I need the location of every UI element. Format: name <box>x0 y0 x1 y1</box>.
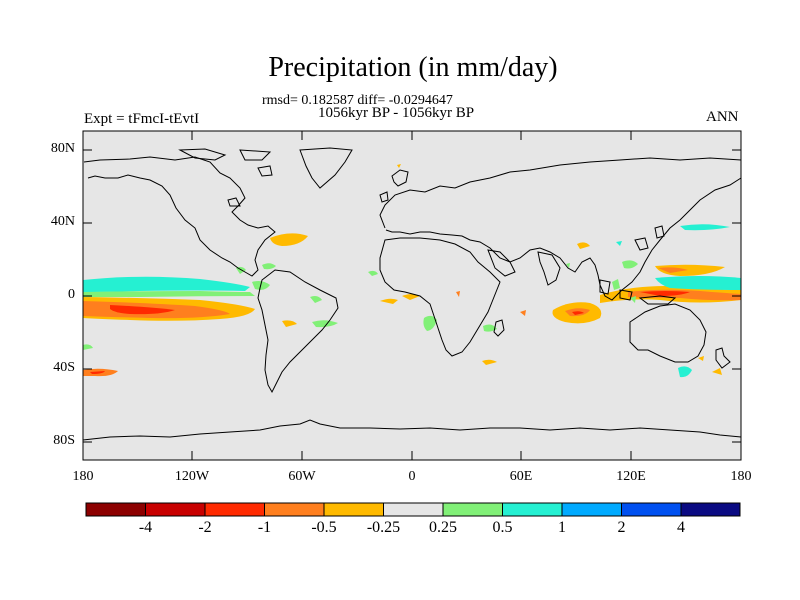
map-title: Precipitation (in mm/day) <box>268 52 558 83</box>
coast-south-america <box>257 269 339 394</box>
colorbar-label: -2 <box>198 519 212 536</box>
anomaly-west-pacific-cyan <box>655 276 741 290</box>
colorbar-label: -1 <box>257 519 272 536</box>
lon-label-60w: 60W <box>288 469 316 484</box>
coast-greenland <box>299 147 353 189</box>
colorbar-label: 2 <box>617 519 626 536</box>
colorbar-box-1 <box>86 503 146 516</box>
colorbar-box-6 <box>383 503 443 516</box>
colorbar-box-5 <box>324 503 384 516</box>
season-label: ANN <box>706 109 739 125</box>
coastlines <box>82 147 742 441</box>
lat-label-40s: 40S <box>53 360 75 375</box>
precip-anomaly-fields <box>83 164 741 378</box>
period-text: 1056kyr BP - 1056kyr BP <box>318 105 475 121</box>
coast-africa <box>379 237 501 357</box>
colorbar-label: 0.5 <box>492 519 513 536</box>
colorbar-label: 4 <box>677 519 685 536</box>
anomaly-caribbean <box>262 263 276 270</box>
colorbar-box-7 <box>443 503 503 516</box>
coast-eurasia <box>379 157 742 229</box>
colorbar-box-4 <box>264 503 324 516</box>
anomaly-pacific-red <box>110 305 175 315</box>
experiment-label: Expt = tFmcI-tEvtI <box>84 111 200 127</box>
lon-label-120e: 120E <box>616 469 646 484</box>
lon-label-0: 0 <box>408 469 416 484</box>
lon-ticks <box>191 131 632 460</box>
lat-label-80s: 80S <box>53 433 75 448</box>
colorbar-box-2 <box>145 503 205 516</box>
colorbar-box-3 <box>205 503 265 516</box>
colorbar <box>85 502 741 517</box>
coast-antarctica <box>82 419 742 441</box>
anomaly-east-pacific-green <box>83 291 255 297</box>
colorbar-box-8 <box>502 503 562 516</box>
stats-text: rmsd= 0.182587 diff= -0.0294647 <box>262 93 453 108</box>
lat-ticks <box>83 149 741 443</box>
anomaly-east-pacific-cyan <box>83 276 250 292</box>
colorbar-label: 0.25 <box>429 519 457 536</box>
coast-australia <box>629 303 707 363</box>
coast-north-america <box>83 156 276 277</box>
lon-label-120w: 120W <box>174 469 210 484</box>
lon-label-60e: 60E <box>509 469 533 484</box>
colorbar-label: 1 <box>558 519 566 536</box>
colorbar-label: -0.25 <box>366 519 401 536</box>
anomaly-north-atlantic <box>270 233 308 246</box>
lon-label-180e: 180 <box>730 469 752 484</box>
colorbar-box-10 <box>621 503 681 516</box>
colorbar-label: -0.5 <box>311 519 337 536</box>
colorbar-box-11 <box>681 503 740 516</box>
colorbar-label: -4 <box>138 519 153 536</box>
lat-label-0: 0 <box>68 287 75 302</box>
lat-label-80n: 80N <box>50 141 75 156</box>
lat-label-40n: 40N <box>50 214 75 229</box>
colorbar-box-9 <box>562 503 622 516</box>
lon-label-180w: 180 <box>72 469 94 484</box>
